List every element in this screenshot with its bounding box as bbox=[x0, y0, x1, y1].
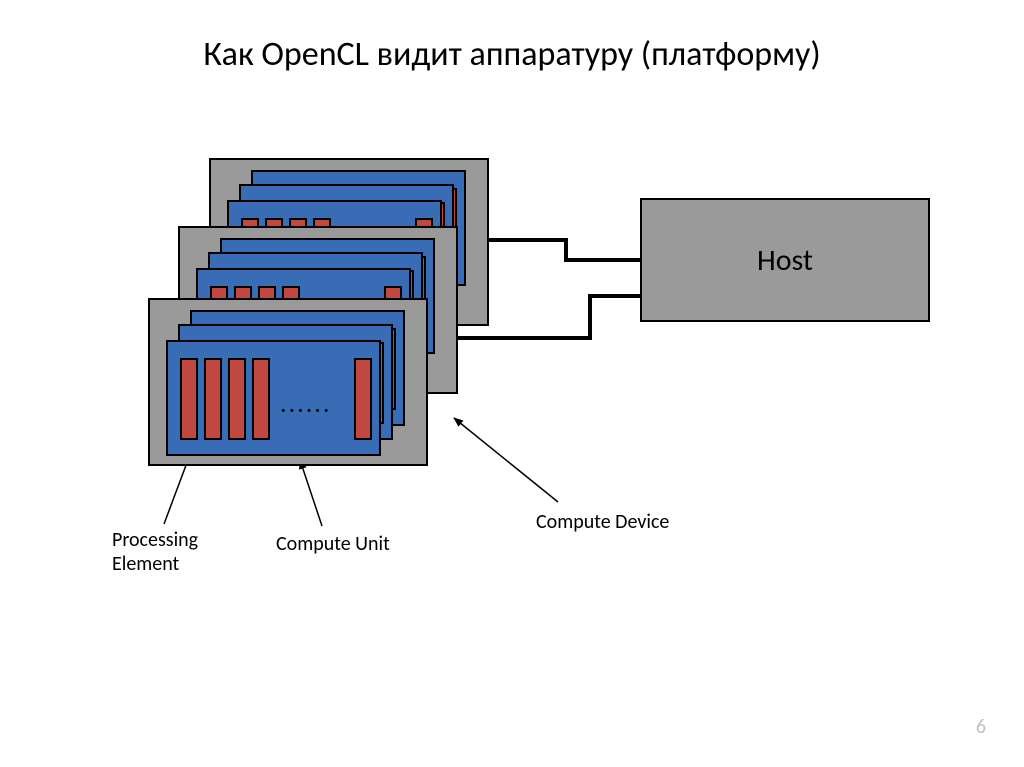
annotation-arrow bbox=[454, 418, 558, 502]
annotation-label-compute-unit: Compute Unit bbox=[276, 532, 390, 556]
host-label: Host bbox=[757, 242, 813, 279]
annotation-label-processing-element: ProcessingElement bbox=[112, 528, 198, 576]
diagram-canvas: Host ...... ProcessingElement Compute Uni… bbox=[0, 0, 1024, 767]
host-box: Host bbox=[640, 198, 930, 322]
compute-device: ...... bbox=[148, 298, 428, 466]
processing-element bbox=[228, 358, 246, 440]
processing-element bbox=[354, 358, 372, 440]
processing-element bbox=[252, 358, 270, 440]
processing-element bbox=[204, 358, 222, 440]
processing-element bbox=[180, 358, 198, 440]
annotation-arrow bbox=[300, 460, 322, 526]
ellipsis-dots: ...... bbox=[280, 387, 331, 419]
device-host-connector bbox=[489, 240, 640, 260]
page-number: 6 bbox=[976, 715, 986, 739]
annotation-label-compute-device: Compute Device bbox=[536, 510, 669, 534]
compute-unit: ...... bbox=[166, 340, 381, 456]
